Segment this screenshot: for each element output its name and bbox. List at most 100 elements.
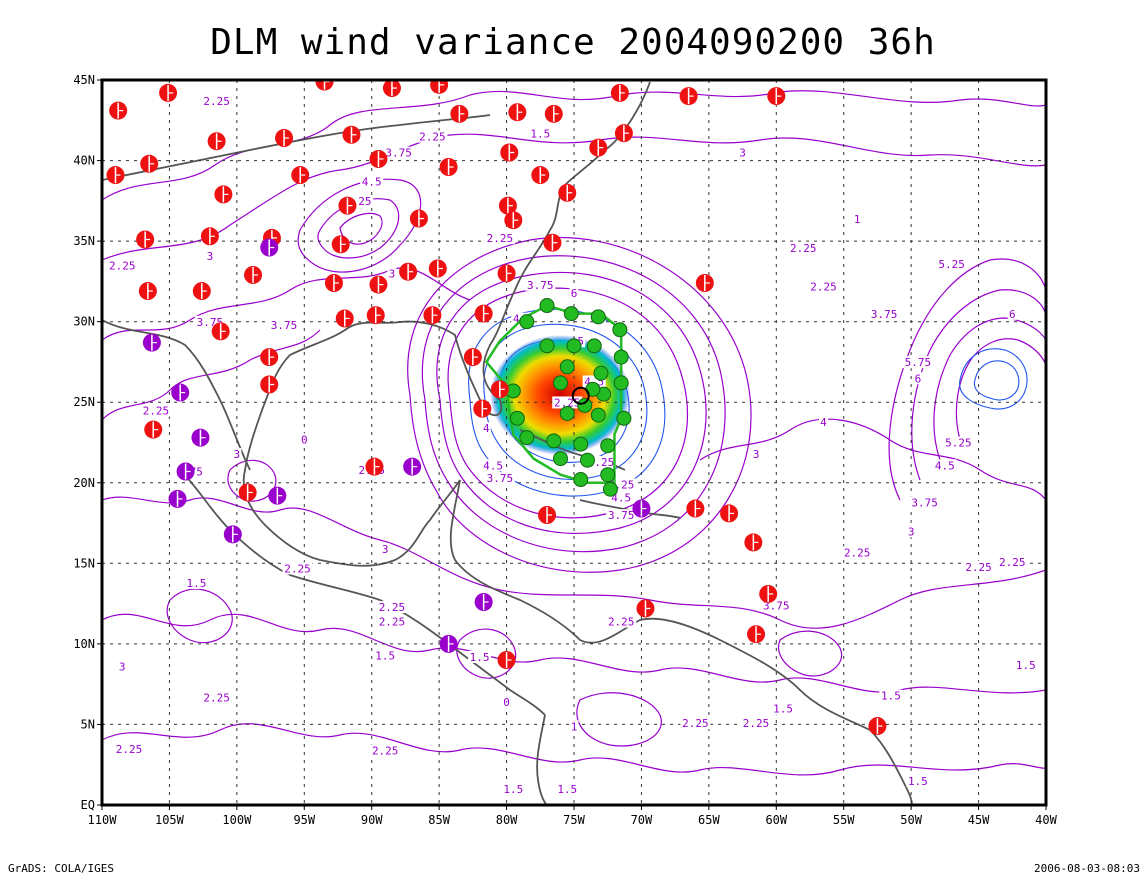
station-marker-purple	[168, 489, 187, 508]
station-marker-red	[589, 138, 608, 157]
contour-label: 6	[571, 287, 578, 300]
station-marker-red	[338, 196, 357, 215]
lon-tick-label: 55W	[833, 813, 855, 827]
station-marker-red	[497, 651, 516, 669]
contour-label-bg	[383, 146, 414, 159]
contour-label: 4	[820, 416, 827, 429]
lat-tick-label: 10N	[73, 637, 95, 651]
station-marker-red	[369, 275, 388, 294]
station-marker-purple	[268, 486, 287, 505]
lon-tick-label: 50W	[900, 813, 922, 827]
contour-label: 3	[753, 448, 760, 461]
lon-tick-label: 60W	[765, 813, 787, 827]
contour-label: 1	[571, 720, 578, 733]
contour-label: 1.5	[470, 651, 490, 664]
contour-label-bg	[738, 146, 748, 159]
latitude-axis: 45N 40N 35N 30N 25N 20N 15N 10N 5N EQ	[73, 73, 102, 812]
station-marker-red	[423, 306, 442, 325]
station-marker-red	[463, 348, 482, 367]
station-marker-red	[211, 322, 230, 341]
contour-label: 3	[119, 661, 126, 674]
contour-label-bg	[913, 372, 923, 385]
contour-label-bg	[501, 783, 525, 796]
station-marker-red	[744, 533, 763, 552]
contour-label: 3.75	[608, 509, 635, 522]
track-point	[546, 433, 562, 449]
contour-label: 1.5	[908, 775, 928, 788]
contour-label-bg	[107, 259, 138, 272]
station-marker-red	[767, 87, 786, 106]
station-marker-red	[106, 166, 125, 185]
contour-label: 2.25	[203, 95, 230, 108]
contour-label-bg	[963, 560, 994, 573]
contour-label-bg	[282, 562, 313, 575]
contour-label: 4.5	[362, 176, 382, 189]
contour-label: 5.25	[938, 258, 965, 271]
contour-label-bg	[205, 249, 215, 262]
station-marker-red	[430, 80, 449, 94]
contour-label: 6	[1009, 308, 1016, 321]
track-point	[519, 430, 535, 446]
contour-label-bg	[232, 448, 242, 460]
station-marker-red	[508, 103, 527, 122]
contour-label: 5.25	[945, 437, 972, 450]
contour-label: 2.25	[682, 717, 709, 730]
contour-label: 2.25	[487, 232, 514, 245]
station-marker-red	[138, 282, 157, 301]
station-marker-red	[335, 309, 354, 328]
station-marker-red	[244, 265, 263, 284]
contour-label: 3	[207, 250, 214, 263]
contour-label: 2.25	[143, 405, 170, 418]
track-point	[600, 467, 616, 483]
contour-label: 2.25	[109, 260, 136, 273]
contour-label-bg	[576, 335, 586, 348]
station-marker-red	[428, 259, 447, 278]
storm-track-line	[484, 304, 623, 485]
contour-label-bg	[808, 280, 839, 293]
station-marker-red	[614, 124, 633, 143]
station-marker-red	[490, 380, 509, 399]
station-marker-red	[140, 154, 159, 173]
longitude-axis: 110W 105W 100W 95W 90W 85W 80W 75W 70W 65W 60W 55W 5…	[88, 805, 1058, 827]
contour-label-bg	[852, 212, 862, 225]
contour-label-bg	[113, 742, 144, 755]
lat-tick-label: 5N	[81, 717, 95, 731]
station-marker-red	[531, 166, 550, 185]
lat-tick-label: 30N	[73, 315, 95, 329]
render-timestamp: 2006-08-03-08:03	[1034, 862, 1140, 875]
contour-label-bg	[380, 543, 390, 556]
contour-label-bg	[1014, 659, 1038, 672]
contour-label: 1.5	[1016, 659, 1036, 672]
contour-label: 2.25	[790, 242, 817, 255]
contour-label: 5.75	[905, 356, 932, 369]
contour-label: 2.25	[999, 556, 1026, 569]
contour-label-bg	[184, 576, 208, 589]
contour-label-bg	[569, 720, 579, 733]
contour-label-bg	[936, 257, 967, 270]
station-marker-red	[159, 83, 178, 102]
contour-label: 3.75	[271, 319, 298, 332]
station-marker-red	[369, 149, 388, 168]
contour-label: 3.75	[487, 472, 514, 485]
station-marker-red	[473, 399, 492, 418]
contour-label-bg	[373, 649, 397, 662]
track-point	[616, 410, 632, 426]
contour-label: 2.25	[608, 616, 635, 629]
station-marker-red	[192, 282, 211, 301]
track-point	[539, 338, 555, 354]
station-marker-red	[504, 211, 523, 230]
track-point	[586, 338, 602, 354]
contour-label-bg	[269, 319, 300, 332]
lon-tick-label: 70W	[631, 813, 653, 827]
lon-tick-label: 40W	[1035, 813, 1057, 827]
contour-label: 3.75	[911, 496, 938, 509]
track-point	[600, 438, 616, 454]
track-point	[553, 451, 569, 467]
contour-label: 2.25	[379, 616, 406, 629]
storm-center-marker	[571, 386, 590, 405]
contour-label: 1.5	[375, 649, 395, 662]
station-marker-red	[439, 158, 458, 176]
station-marker-red	[538, 506, 557, 524]
station-marker-red	[695, 274, 714, 292]
contour-label-bg	[528, 127, 552, 140]
